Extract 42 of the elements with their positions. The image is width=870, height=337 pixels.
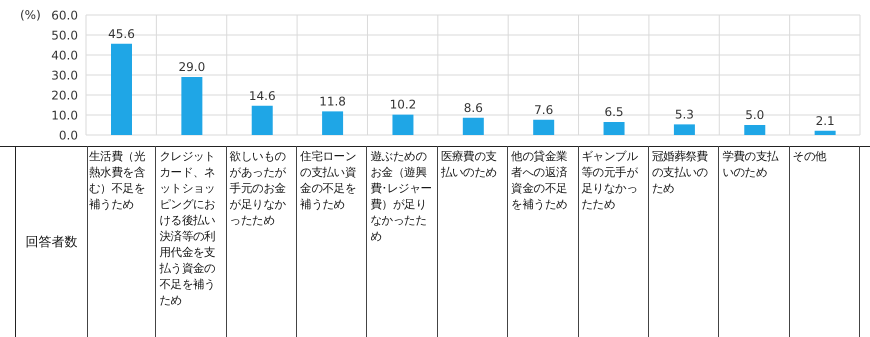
bar — [392, 114, 414, 135]
category-label: クレジットカード、ネットショッピングにおける後払い決済等の利用代金を支払う資金の不足を補うため — [159, 149, 216, 307]
data-label: 5.0 — [745, 108, 764, 122]
text: 回答者数 — [26, 234, 78, 250]
x-tick-label: その他 — [790, 146, 860, 337]
data-label: 11.8 — [319, 94, 346, 108]
x-tick-label: 生活費（光熱水費を含む）不足を補うため — [86, 146, 156, 337]
x-tick-label: 住宅ローンの支払い資金の不足を補うため — [297, 146, 368, 337]
y-tick-label: 30.0 — [51, 68, 78, 82]
data-label: 6.5 — [604, 105, 624, 119]
x-tick-label: 学費の支払いのため — [719, 146, 790, 337]
bar — [462, 118, 484, 135]
y-tick-label: 10.0 — [51, 108, 78, 122]
data-label: 8.6 — [464, 100, 483, 115]
data-label: 14.6 — [248, 88, 276, 103]
y-axis-title: (%) — [20, 8, 41, 22]
data-label: 10.2 — [390, 98, 416, 112]
x-tick-label: 医療費の支払いのため — [438, 146, 508, 337]
bar — [744, 125, 766, 135]
y-tick-label: 20.0 — [51, 88, 78, 102]
bar — [111, 44, 132, 135]
y-tick-label: 0.0 — [58, 128, 78, 142]
y-tick-label: 50.0 — [51, 28, 78, 42]
data-label: 29.0 — [178, 60, 206, 74]
data-label: 2.1 — [816, 114, 835, 128]
y-tick-label: 40.0 — [51, 48, 78, 62]
bar — [181, 77, 202, 135]
x-tick-label: 他の貸金業者への返済資金の不足を補うため — [508, 146, 579, 337]
y-tick-label: 60.0 — [51, 8, 78, 22]
data-label: 45.6 — [108, 26, 135, 41]
bar — [322, 111, 344, 135]
x-tick-label: 冠婚葬祭費の支払いのため — [648, 146, 720, 337]
bar — [533, 120, 554, 135]
bar — [604, 122, 625, 135]
bar — [252, 106, 273, 135]
x-tick-label: 欲しいものがあったが手元のお金が足りなかったため — [226, 146, 298, 337]
bar — [814, 130, 836, 135]
x-tick-label: 遊ぶためのお金（遊興費･レジャー費）が足りなかったため — [367, 146, 438, 337]
bar — [674, 124, 695, 135]
data-label: 7.6 — [534, 102, 554, 117]
x-tick-label: ギャンブル等の元手が足りなかったため — [578, 146, 649, 337]
data-label: 5.3 — [674, 107, 694, 122]
